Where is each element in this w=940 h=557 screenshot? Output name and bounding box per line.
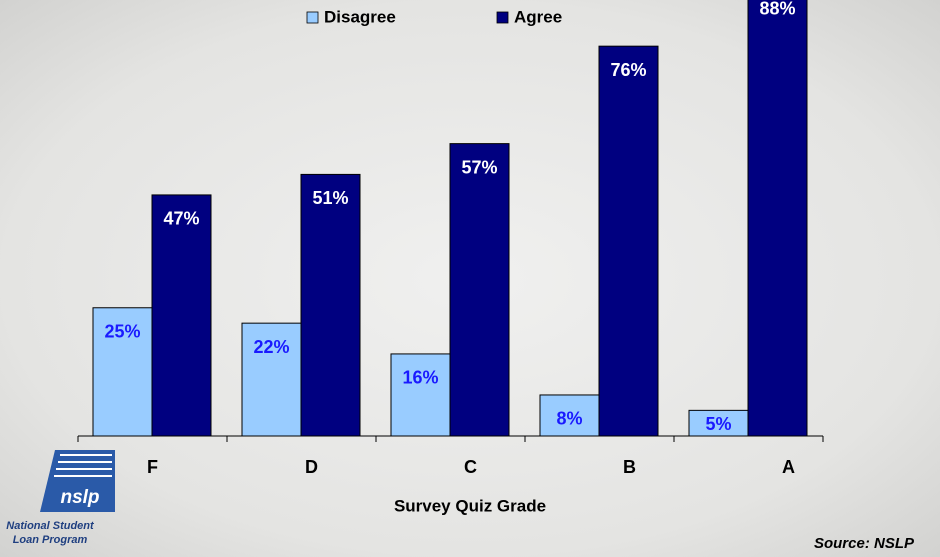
data-label: 51%: [312, 188, 348, 208]
bar: [747, 0, 808, 437]
logo-text: National Student: [6, 520, 95, 532]
bar: [598, 45, 659, 437]
bar: [92, 307, 153, 437]
bar: [151, 194, 212, 437]
x-tick-label: B: [623, 457, 636, 477]
legend-swatch: [306, 11, 319, 24]
bar: [300, 173, 361, 437]
bar: [449, 143, 510, 437]
bar: [390, 353, 451, 437]
legend-swatch: [496, 11, 509, 24]
data-label: 16%: [402, 368, 438, 388]
data-label: 76%: [610, 60, 646, 80]
x-tick-label: D: [305, 457, 318, 477]
bar: [241, 322, 302, 437]
data-label: 22%: [253, 337, 289, 357]
x-tick-label: A: [782, 457, 795, 477]
x-axis-title: Survey Quiz Grade: [394, 496, 546, 515]
data-label: 5%: [705, 414, 731, 434]
logo-stripes: [54, 454, 112, 477]
bar: [539, 394, 600, 437]
legend-label: Disagree: [324, 7, 396, 26]
x-tick-label: F: [147, 457, 158, 477]
data-label: 88%: [759, 0, 795, 18]
data-label: 47%: [163, 209, 199, 229]
source-note: Source: NSLP: [814, 535, 915, 552]
data-label: 8%: [556, 409, 582, 429]
data-label: 57%: [461, 157, 497, 177]
logo-shape: [40, 450, 115, 512]
logo: nslp National Student Loan Program: [6, 450, 115, 546]
legend-label: Agree: [514, 7, 562, 26]
logo-text: Loan Program: [13, 534, 88, 546]
data-label: 25%: [104, 322, 140, 342]
logo-mark: nslp: [60, 487, 99, 508]
x-tick-label: C: [464, 457, 477, 477]
